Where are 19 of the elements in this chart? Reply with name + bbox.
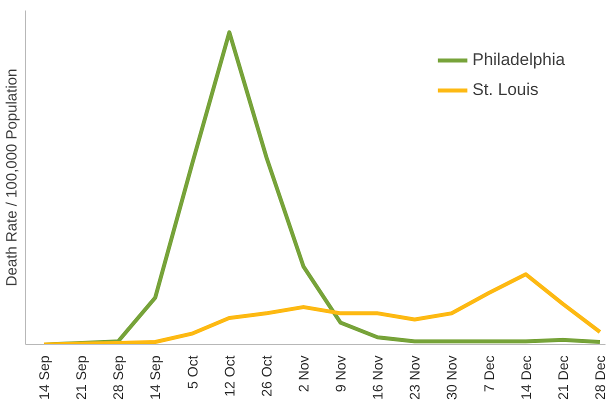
x-tick-label: 28 Sep — [110, 355, 126, 400]
x-tick-label: 14 Sep — [36, 355, 52, 400]
x-tick-label: 16 Nov — [370, 356, 386, 400]
x-tick-label: 26 Oct — [258, 355, 274, 397]
x-tick-label: 23 Nov — [406, 356, 423, 400]
y-axis-title: Death Rate / 100,000 Population — [4, 68, 20, 286]
legend-label: Philadelphia — [472, 50, 565, 70]
legend-label: St. Louis — [472, 80, 539, 100]
x-tick-label: 21 Sep — [73, 355, 90, 400]
x-tick-label: 21 Dec — [554, 356, 571, 400]
x-tick-label: 14 Dec — [518, 356, 534, 400]
x-tick-label: 14 Sep — [147, 355, 164, 400]
x-tick-label: 7 Dec — [480, 355, 497, 392]
x-tick-label: 9 Nov — [332, 355, 349, 392]
x-tick-label: 5 Oct — [184, 355, 200, 389]
x-tick-label: 30 Nov — [444, 356, 460, 400]
x-tick-label: 2 Nov — [295, 355, 312, 392]
x-tick-label: 28 Dec — [592, 356, 608, 400]
x-tick-label: 12 Oct — [221, 355, 238, 397]
